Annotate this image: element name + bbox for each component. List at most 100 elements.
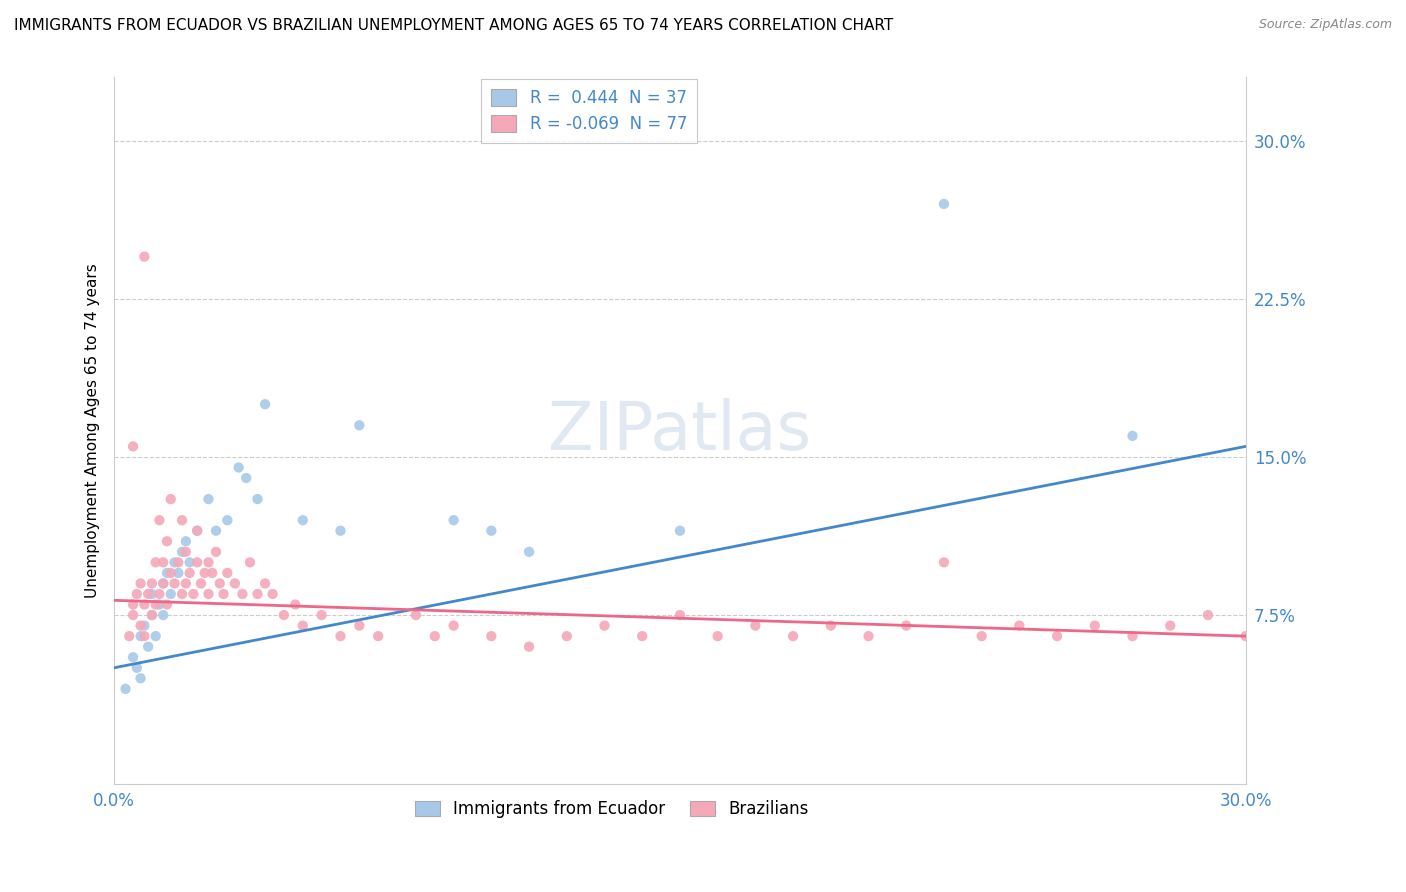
Text: IMMIGRANTS FROM ECUADOR VS BRAZILIAN UNEMPLOYMENT AMONG AGES 65 TO 74 YEARS CORR: IMMIGRANTS FROM ECUADOR VS BRAZILIAN UNE… [14,18,893,33]
Point [329,629,352,643]
Point [932,555,955,569]
Point [217,513,239,527]
Point [174,576,197,591]
Point [145,598,167,612]
Point [172,545,194,559]
Point [329,524,352,538]
Point [517,545,540,559]
Point [152,608,174,623]
Point [174,534,197,549]
Point [145,555,167,569]
Point [349,618,371,632]
Point [224,576,246,591]
Point [228,460,250,475]
Point [349,418,371,433]
Point [163,555,186,569]
Point [125,661,148,675]
Point [156,566,179,580]
Point [405,608,427,623]
Point [163,576,186,591]
Point [970,629,993,643]
Point [479,524,502,538]
Point [291,618,314,632]
Point [129,671,152,685]
Point [152,576,174,591]
Point [932,197,955,211]
Point [197,492,219,507]
Legend: Immigrants from Ecuador, Brazilians: Immigrants from Ecuador, Brazilians [408,794,815,825]
Point [156,534,179,549]
Point [1197,608,1219,623]
Point [159,587,181,601]
Point [186,524,208,538]
Point [167,566,190,580]
Point [235,471,257,485]
Point [141,576,163,591]
Point [141,608,163,623]
Point [122,598,145,612]
Point [114,681,136,696]
Point [141,587,163,601]
Y-axis label: Unemployment Among Ages 65 to 74 years: Unemployment Among Ages 65 to 74 years [86,263,100,598]
Point [262,587,284,601]
Point [820,618,842,632]
Point [1234,629,1257,643]
Point [782,629,804,643]
Point [1121,429,1143,443]
Point [159,492,181,507]
Point [134,250,156,264]
Point [159,566,181,580]
Point [744,618,766,632]
Point [273,608,295,623]
Point [1121,629,1143,643]
Point [134,618,156,632]
Point [134,629,156,643]
Point [172,587,194,601]
Point [254,397,277,411]
Point [239,555,262,569]
Point [156,598,179,612]
Text: ZIPatlas: ZIPatlas [548,398,811,464]
Point [125,587,148,601]
Point [291,513,314,527]
Point [555,629,578,643]
Point [129,576,152,591]
Point [197,555,219,569]
Point [669,524,692,538]
Point [136,640,159,654]
Point [1008,618,1031,632]
Point [201,566,224,580]
Point [254,576,277,591]
Point [212,587,235,601]
Point [194,566,217,580]
Point [896,618,918,632]
Point [118,629,141,643]
Point [122,650,145,665]
Text: Source: ZipAtlas.com: Source: ZipAtlas.com [1258,18,1392,31]
Point [136,587,159,601]
Point [183,587,205,601]
Point [205,545,228,559]
Point [190,576,212,591]
Point [246,587,269,601]
Point [152,555,174,569]
Point [231,587,253,601]
Point [1084,618,1107,632]
Point [205,524,228,538]
Point [167,555,190,569]
Point [217,566,239,580]
Point [706,629,728,643]
Point [148,587,170,601]
Point [148,513,170,527]
Point [1046,629,1069,643]
Point [145,629,167,643]
Point [208,576,231,591]
Point [593,618,616,632]
Point [148,598,170,612]
Point [631,629,654,643]
Point [129,618,152,632]
Point [423,629,446,643]
Point [517,640,540,654]
Point [284,598,307,612]
Point [122,608,145,623]
